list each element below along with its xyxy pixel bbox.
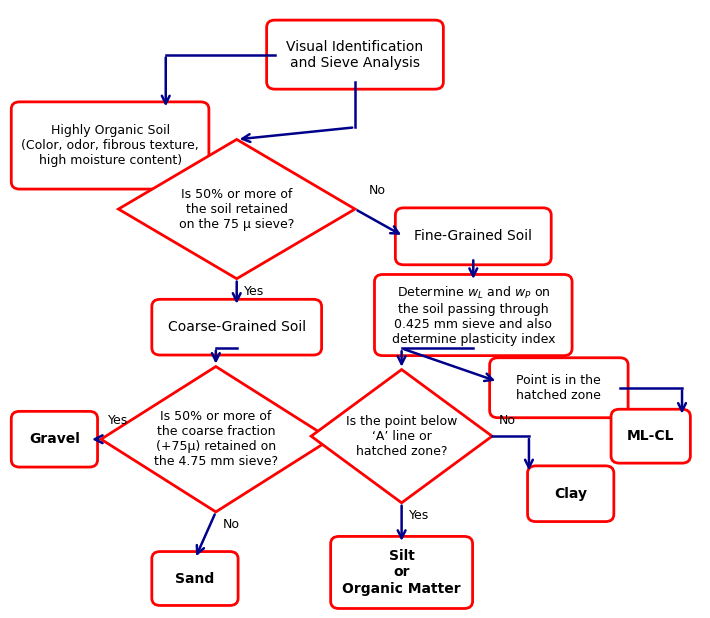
FancyBboxPatch shape [528, 466, 614, 522]
Text: No: No [499, 414, 516, 427]
Text: Sand: Sand [175, 572, 214, 585]
Text: Highly Organic Soil
(Color, odor, fibrous texture,
high moisture content): Highly Organic Soil (Color, odor, fibrou… [21, 124, 199, 167]
Text: Visual Identification
and Sieve Analysis: Visual Identification and Sieve Analysis [286, 40, 424, 70]
Text: No: No [369, 184, 386, 197]
FancyBboxPatch shape [152, 299, 322, 355]
Text: ML-CL: ML-CL [627, 429, 674, 443]
Text: Silt
or
Organic Matter: Silt or Organic Matter [342, 549, 461, 596]
FancyBboxPatch shape [11, 412, 97, 467]
Text: Is 50% or more of
the coarse fraction
(+75μ) retained on
the 4.75 mm sieve?: Is 50% or more of the coarse fraction (+… [154, 410, 278, 468]
FancyBboxPatch shape [11, 102, 209, 189]
Polygon shape [101, 366, 331, 512]
Polygon shape [311, 370, 492, 503]
FancyBboxPatch shape [490, 358, 628, 418]
Text: Coarse-Grained Soil: Coarse-Grained Soil [168, 320, 306, 334]
Polygon shape [119, 140, 355, 279]
Text: Is the point below
‘A’ line or
hatched zone?: Is the point below ‘A’ line or hatched z… [346, 415, 457, 458]
Text: Yes: Yes [108, 414, 129, 427]
Text: Point is in the
hatched zone: Point is in the hatched zone [516, 374, 601, 402]
Text: Is 50% or more of
the soil retained
on the 75 μ sieve?: Is 50% or more of the soil retained on t… [179, 188, 295, 231]
FancyBboxPatch shape [395, 208, 551, 265]
Text: Yes: Yes [244, 285, 264, 298]
Text: Fine-Grained Soil: Fine-Grained Soil [415, 229, 532, 243]
FancyBboxPatch shape [611, 409, 690, 463]
Text: Clay: Clay [555, 487, 587, 501]
FancyBboxPatch shape [331, 536, 473, 609]
FancyBboxPatch shape [152, 551, 238, 606]
Text: Yes: Yes [408, 509, 429, 522]
FancyBboxPatch shape [374, 274, 572, 355]
Text: Determine $w_L$ and $w_P$ on
the soil passing through
0.425 mm sieve and also
de: Determine $w_L$ and $w_P$ on the soil pa… [391, 284, 555, 345]
Text: No: No [223, 518, 240, 531]
FancyBboxPatch shape [267, 20, 443, 89]
Text: Gravel: Gravel [29, 432, 80, 446]
